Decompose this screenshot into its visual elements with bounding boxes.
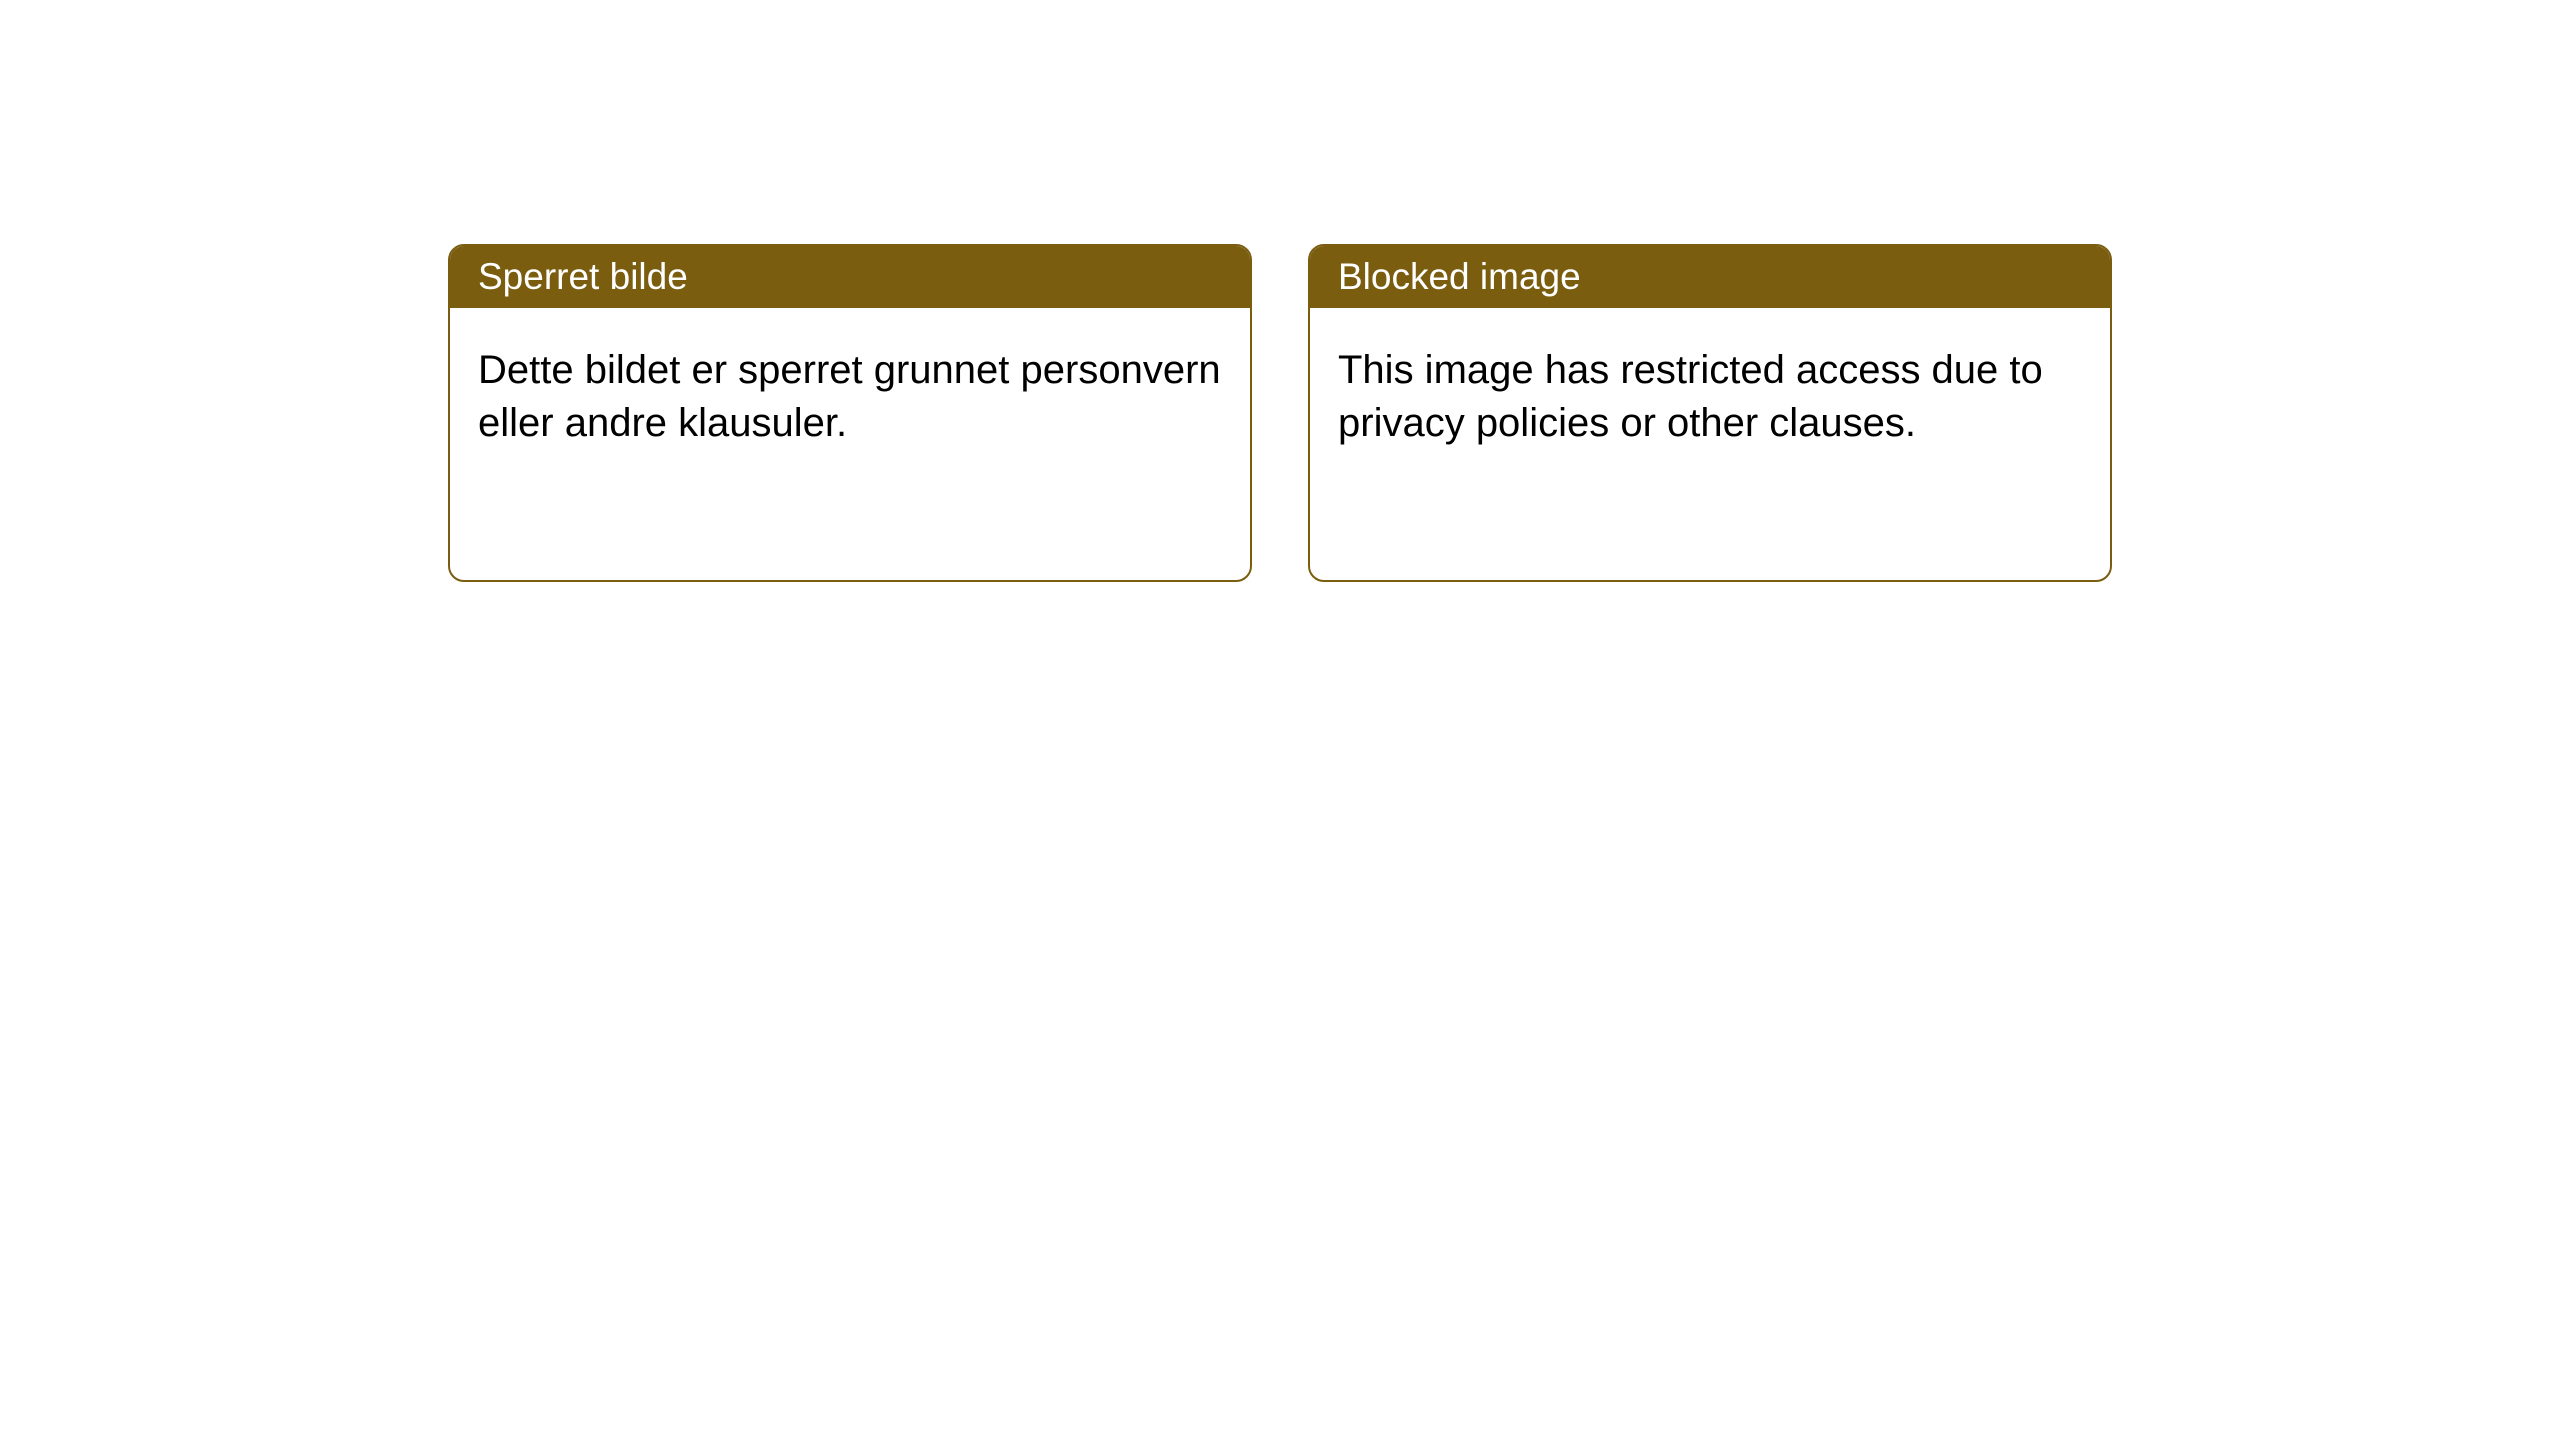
notice-card-en: Blocked image This image has restricted … [1308, 244, 2112, 582]
notice-title-en: Blocked image [1310, 246, 2110, 308]
notice-title-no: Sperret bilde [450, 246, 1250, 308]
notice-container: Sperret bilde Dette bildet er sperret gr… [0, 0, 2560, 582]
notice-message-no: Dette bildet er sperret grunnet personve… [450, 308, 1250, 580]
notice-card-no: Sperret bilde Dette bildet er sperret gr… [448, 244, 1252, 582]
notice-message-en: This image has restricted access due to … [1310, 308, 2110, 580]
